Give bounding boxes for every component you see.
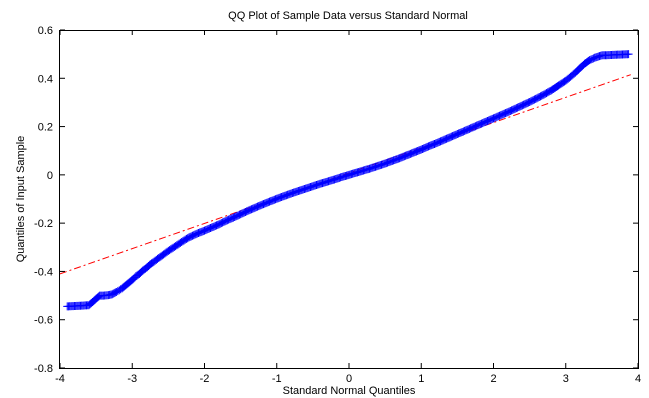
y-tick-label: 0.4 <box>38 73 53 85</box>
y-tick-label: 0.6 <box>38 25 53 37</box>
y-axis-label: Quantiles of Input Sample <box>15 136 27 263</box>
y-tick-label: -0.4 <box>34 266 53 278</box>
data-point <box>624 50 633 59</box>
y-tick-label: -0.6 <box>34 315 53 327</box>
y-tick-label: 0.2 <box>38 122 53 134</box>
data-points-layer <box>63 50 633 311</box>
x-tick-label: -3 <box>127 373 137 385</box>
x-tick-label: -1 <box>272 373 282 385</box>
axes-box <box>59 30 639 369</box>
ticks-layer: -4 -3 -2 -1 0 1 2 3 4 -0.8 -0.6 -0.4 -0.2 0 0.2 0.4 0.6 <box>34 25 641 385</box>
x-tick-label: 3 <box>563 373 569 385</box>
data-point-fill <box>583 57 592 66</box>
x-tick-label: -4 <box>55 373 65 385</box>
x-axis-label: Standard Normal Quantiles <box>283 385 416 397</box>
x-tick-label: 4 <box>635 373 641 385</box>
y-tick-label: -0.8 <box>34 363 53 375</box>
chart-title: QQ Plot of Sample Data versus Standard N… <box>228 10 468 22</box>
x-tick-label: 0 <box>346 373 352 385</box>
x-tick-label: 1 <box>418 373 424 385</box>
data-point-fill <box>94 292 103 301</box>
x-tick-label: -2 <box>200 373 210 385</box>
y-tick-label: 0 <box>47 170 53 182</box>
y-tick-label: -0.2 <box>34 218 53 230</box>
x-tick-label: 2 <box>490 373 496 385</box>
plot-area: -4 -3 -2 -1 0 1 2 3 4 -0.8 -0.6 -0.4 -0.2 0 0.2 0.4 0.6 <box>34 25 641 385</box>
